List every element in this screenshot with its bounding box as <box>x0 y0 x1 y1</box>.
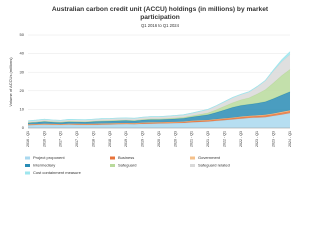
chart-title: participation <box>140 14 180 21</box>
legend-swatch <box>110 164 115 167</box>
y-tick-label: 30 <box>20 69 25 74</box>
area <box>28 91 290 125</box>
legend-label: Intermediary <box>33 163 55 168</box>
y-axis-label: Volume of ACCUs (millions) <box>8 57 13 107</box>
x-tick-label: 2024 - Q1 <box>288 131 292 147</box>
area-edge <box>27 51 291 122</box>
area <box>28 113 290 128</box>
y-tick-label: 0 <box>22 125 25 130</box>
chart-title: Australian carbon credit unit (ACCU) hol… <box>52 6 269 13</box>
x-tick-label: 2018 - Q3 <box>108 131 112 147</box>
y-tick-label: 10 <box>20 106 25 111</box>
area <box>28 110 290 125</box>
x-tick-label: 2021 - Q3 <box>206 131 210 147</box>
x-tick-label: 2017 - Q3 <box>75 131 79 147</box>
chart-subtitle: Q1 2016 to Q1 2024 <box>141 23 180 28</box>
y-tick-label: 50 <box>20 32 25 37</box>
legend-swatch <box>190 164 195 167</box>
x-tick-label: 2020 - Q1 <box>157 131 161 147</box>
x-tick-label: 2019 - Q1 <box>124 131 128 147</box>
x-tick-label: 2020 - Q3 <box>173 131 177 147</box>
y-tick-label: 20 <box>20 88 25 93</box>
x-tick-label: 2017 - Q1 <box>59 131 63 147</box>
x-tick-label: 2022 - Q1 <box>222 131 226 147</box>
legend-label: Safeguard <box>118 163 136 168</box>
legend-swatch <box>110 156 115 160</box>
legend-label: Safeguard related <box>198 163 230 168</box>
legend-swatch <box>25 171 30 175</box>
x-tick-label: 2016 - Q3 <box>42 131 46 147</box>
x-tick-label: 2016 - Q1 <box>26 131 30 147</box>
x-tick-label: 2023 - Q1 <box>255 131 259 147</box>
x-tick-label: 2021 - Q1 <box>190 131 194 147</box>
x-tick-label: 2022 - Q3 <box>239 131 243 147</box>
legend-swatch <box>25 164 30 167</box>
legend-label: Cost containment measure <box>33 170 82 175</box>
legend-label: Business <box>118 155 134 160</box>
legend-label: Project proponent <box>33 155 65 160</box>
chart: Australian carbon credit unit (ACCU) hol… <box>8 6 292 175</box>
area <box>28 111 290 126</box>
area <box>28 54 290 123</box>
y-tick-label: 40 <box>20 51 25 56</box>
x-tick-label: 2018 - Q1 <box>91 131 95 147</box>
area <box>28 69 290 123</box>
legend-label: Government <box>198 155 221 160</box>
legend-swatch <box>190 156 195 160</box>
x-tick-label: 2023 - Q3 <box>272 131 276 147</box>
legend-swatch <box>25 156 30 160</box>
x-tick-label: 2019 - Q3 <box>141 131 145 147</box>
